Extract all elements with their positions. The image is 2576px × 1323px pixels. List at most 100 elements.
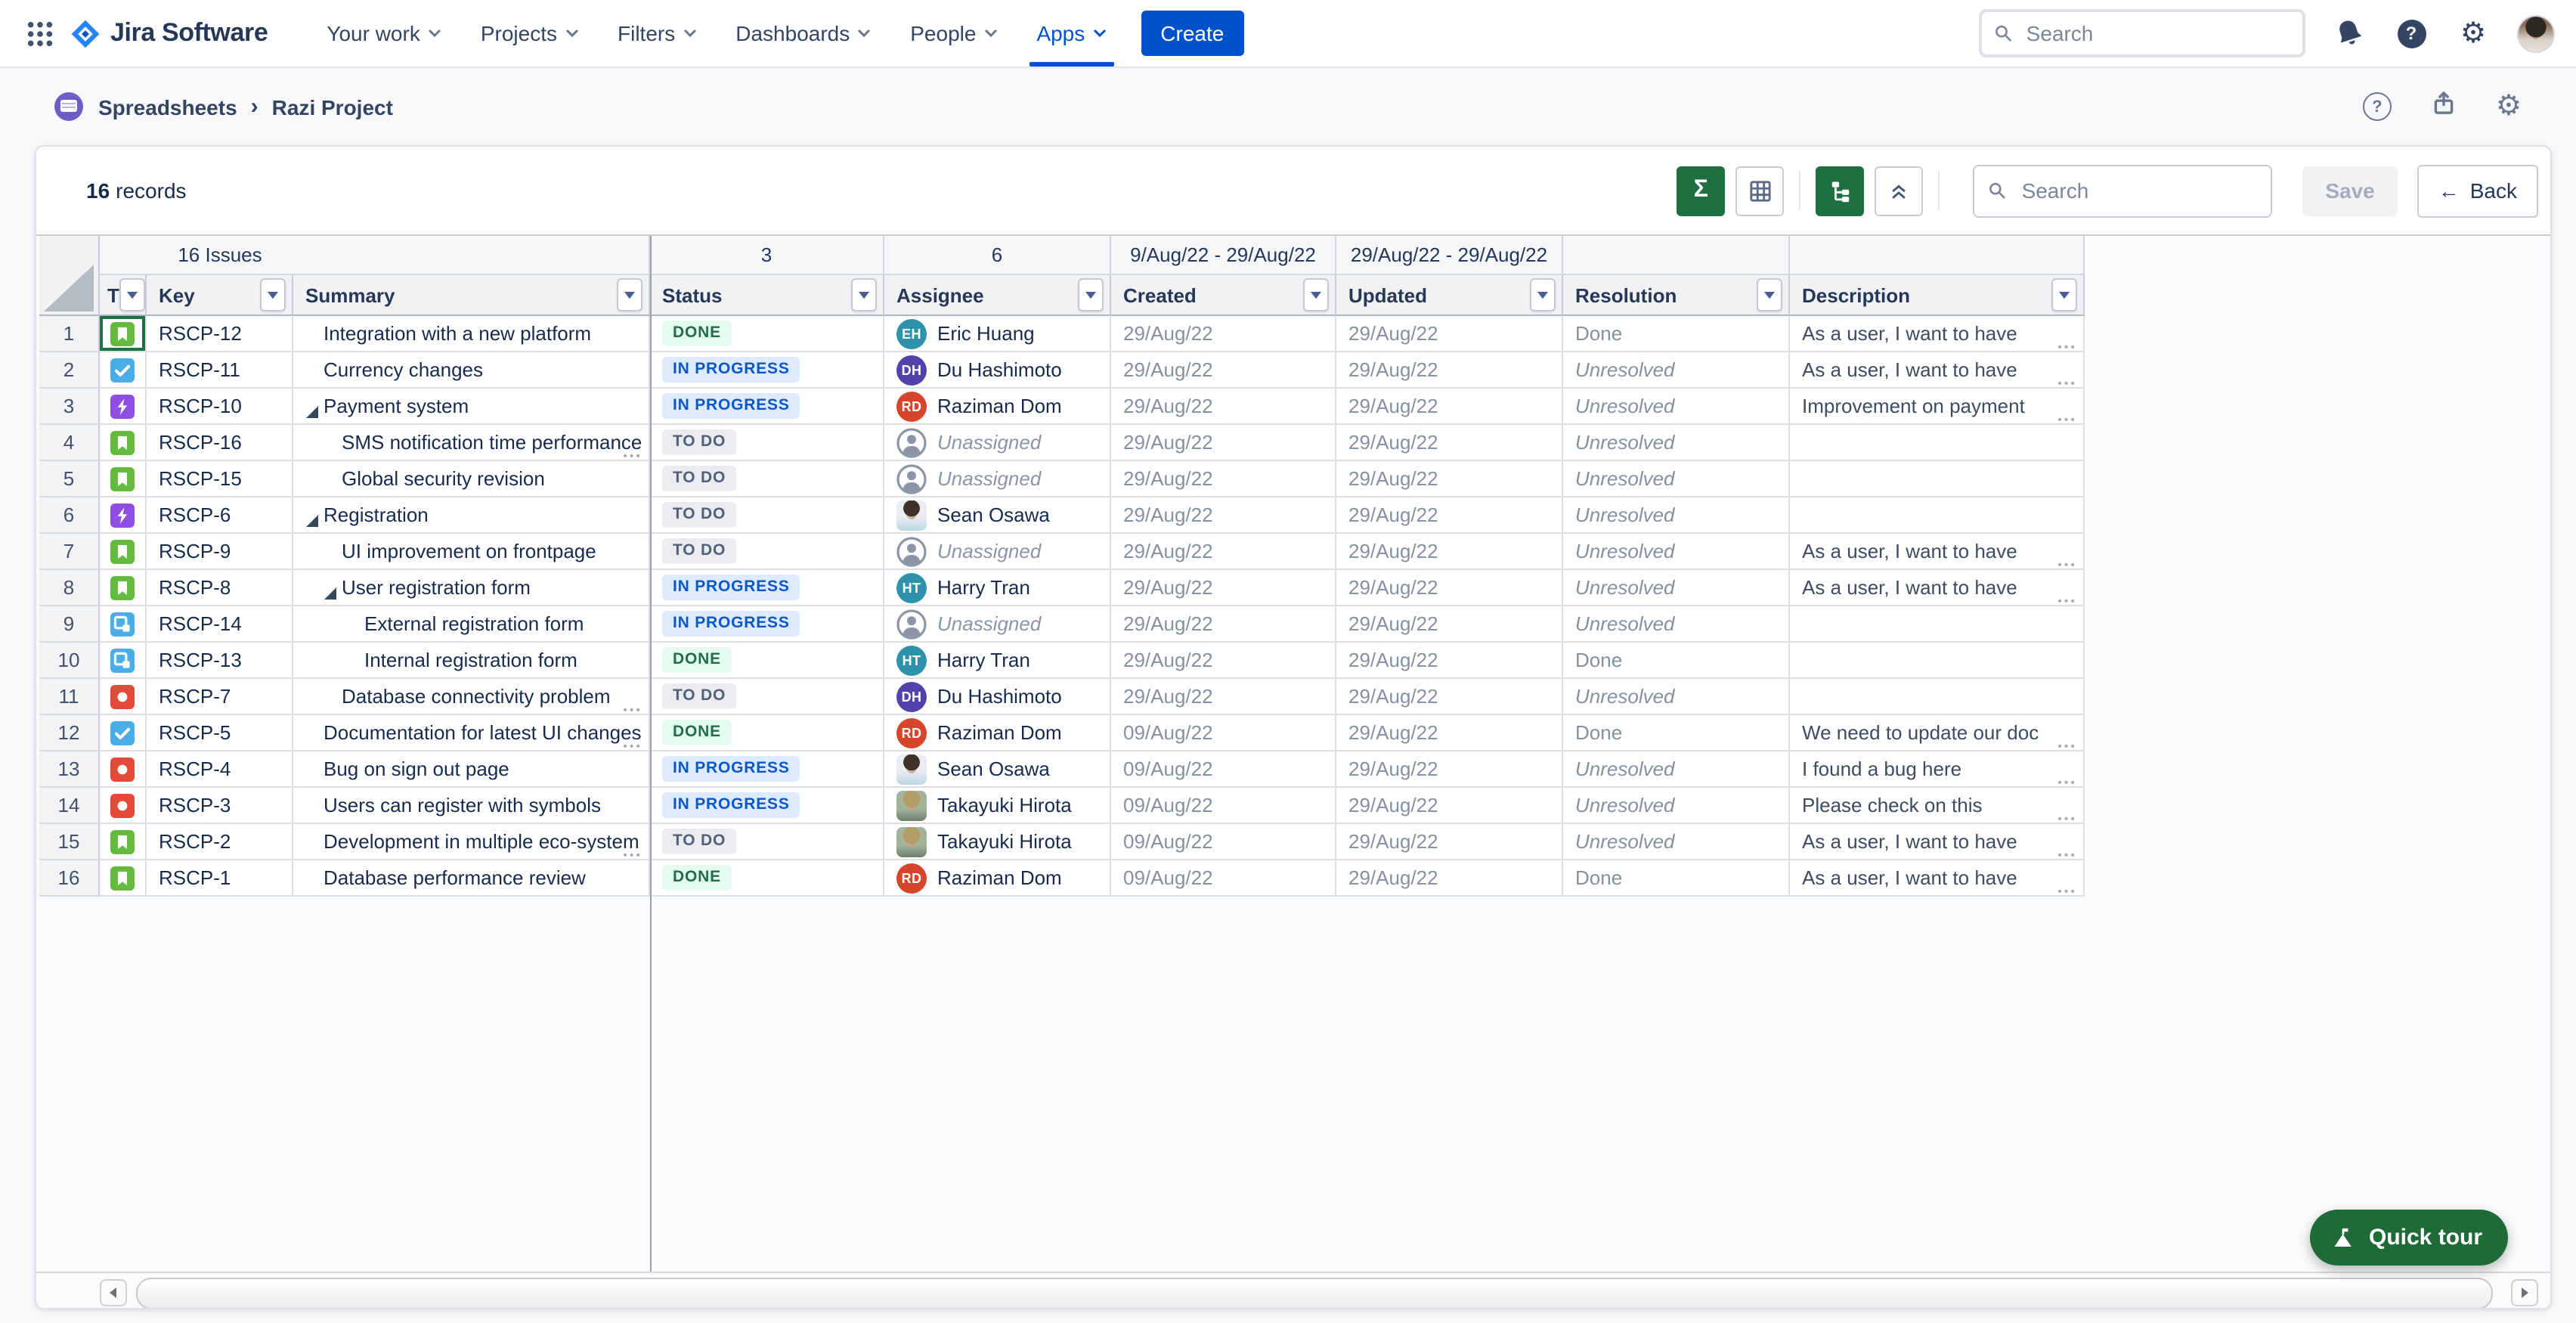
cell-status[interactable]: DONE (650, 715, 884, 751)
cell-description[interactable] (1790, 425, 2085, 461)
cell-created[interactable]: 29/Aug/22 (1111, 534, 1336, 570)
cell-type[interactable] (100, 534, 147, 570)
cell-status[interactable]: TO DO (650, 534, 884, 570)
horizontal-scrollbar[interactable] (36, 1272, 2550, 1308)
cell-description[interactable] (1790, 606, 2085, 643)
filter-dropdown-button[interactable] (2051, 278, 2077, 311)
cell-summary[interactable]: External registration form (293, 606, 650, 643)
cell-resolution[interactable]: Unresolved (1563, 497, 1790, 534)
cell-description[interactable]: As a user, I want to have (1790, 824, 2085, 860)
cell-updated[interactable]: 29/Aug/22 (1336, 643, 1563, 679)
cell-resolution[interactable]: Unresolved (1563, 425, 1790, 461)
cell-assignee[interactable]: Unassigned (884, 461, 1111, 497)
filter-dropdown-button[interactable] (260, 278, 286, 311)
cell-summary[interactable]: Global security revision (293, 461, 650, 497)
cell-type[interactable] (100, 352, 147, 389)
cell-assignee[interactable]: HT Harry Tran (884, 570, 1111, 606)
cell-key[interactable]: RSCP-10 (147, 389, 293, 425)
scroll-right-button[interactable] (2511, 1279, 2538, 1306)
column-header-type[interactable]: T (100, 275, 147, 316)
cell-updated[interactable]: 29/Aug/22 (1336, 425, 1563, 461)
cell-summary[interactable]: Documentation for latest UI changes (293, 715, 650, 751)
row-number[interactable]: 10 (39, 643, 100, 679)
cell-type[interactable] (100, 570, 147, 606)
cell-type[interactable] (100, 425, 147, 461)
cell-resolution[interactable]: Done (1563, 643, 1790, 679)
cell-updated[interactable]: 29/Aug/22 (1336, 751, 1563, 788)
cell-updated[interactable]: 29/Aug/22 (1336, 497, 1563, 534)
page-help-icon[interactable]: ? (2362, 92, 2392, 121)
row-number[interactable]: 7 (39, 534, 100, 570)
quick-tour-button[interactable]: Quick tour (2310, 1210, 2509, 1266)
cell-summary[interactable]: User registration form (293, 570, 650, 606)
tree-structure-button[interactable] (1816, 166, 1865, 215)
cell-created[interactable]: 09/Aug/22 (1111, 860, 1336, 897)
row-number[interactable]: 8 (39, 570, 100, 606)
cell-resolution[interactable]: Unresolved (1563, 570, 1790, 606)
cell-assignee[interactable]: Unassigned (884, 606, 1111, 643)
sheet-settings-gear-icon[interactable]: ⚙ (2495, 90, 2522, 122)
cell-resolution[interactable]: Unresolved (1563, 389, 1790, 425)
cell-updated[interactable]: 29/Aug/22 (1336, 461, 1563, 497)
column-header-summary[interactable]: Summary (293, 275, 650, 316)
cell-created[interactable]: 09/Aug/22 (1111, 751, 1336, 788)
user-avatar[interactable] (2517, 14, 2555, 52)
cell-key[interactable]: RSCP-13 (147, 643, 293, 679)
cell-assignee[interactable]: DH Du Hashimoto (884, 679, 1111, 715)
cell-status[interactable]: TO DO (650, 425, 884, 461)
breadcrumb-project[interactable]: Razi Project (271, 94, 393, 119)
cell-status[interactable]: IN PROGRESS (650, 352, 884, 389)
row-number[interactable]: 14 (39, 788, 100, 824)
scrollbar-thumb[interactable] (136, 1278, 2493, 1308)
cell-key[interactable]: RSCP-9 (147, 534, 293, 570)
cell-resolution[interactable]: Unresolved (1563, 824, 1790, 860)
cell-summary[interactable]: Database connectivity problem (293, 679, 650, 715)
back-button[interactable]: ← Back (2417, 164, 2538, 217)
cell-summary[interactable]: Internal registration form (293, 643, 650, 679)
cell-assignee[interactable]: DH Du Hashimoto (884, 352, 1111, 389)
cell-resolution[interactable]: Unresolved (1563, 679, 1790, 715)
cell-assignee[interactable]: Sean Osawa (884, 751, 1111, 788)
row-number[interactable]: 5 (39, 461, 100, 497)
nav-menu-projects[interactable]: Projects (461, 0, 598, 67)
scroll-left-button[interactable] (100, 1279, 127, 1306)
cell-key[interactable]: RSCP-7 (147, 679, 293, 715)
grid-view-button[interactable] (1735, 166, 1785, 215)
cell-status[interactable]: TO DO (650, 679, 884, 715)
row-number[interactable]: 3 (39, 389, 100, 425)
nav-menu-dashboards[interactable]: Dashboards (716, 0, 890, 67)
app-switcher-icon[interactable] (18, 12, 60, 54)
cell-updated[interactable]: 29/Aug/22 (1336, 606, 1563, 643)
cell-type[interactable] (100, 751, 147, 788)
cell-description[interactable]: We need to update our doc (1790, 715, 2085, 751)
cell-assignee[interactable]: Unassigned (884, 534, 1111, 570)
cell-status[interactable]: TO DO (650, 461, 884, 497)
row-number[interactable]: 12 (39, 715, 100, 751)
cell-status[interactable]: DONE (650, 643, 884, 679)
cell-resolution[interactable]: Unresolved (1563, 461, 1790, 497)
cell-created[interactable]: 29/Aug/22 (1111, 352, 1336, 389)
notifications-bell-icon[interactable] (2331, 15, 2367, 51)
cell-description[interactable]: As a user, I want to have (1790, 352, 2085, 389)
cell-key[interactable]: RSCP-5 (147, 715, 293, 751)
cell-type[interactable] (100, 497, 147, 534)
column-header-assignee[interactable]: Assignee (884, 275, 1111, 316)
cell-key[interactable]: RSCP-4 (147, 751, 293, 788)
cell-updated[interactable]: 29/Aug/22 (1336, 824, 1563, 860)
cell-type[interactable] (100, 461, 147, 497)
cell-description[interactable] (1790, 643, 2085, 679)
cell-created[interactable]: 29/Aug/22 (1111, 606, 1336, 643)
cell-created[interactable]: 09/Aug/22 (1111, 824, 1336, 860)
cell-summary[interactable]: Development in multiple eco-system (293, 824, 650, 860)
sheet-search[interactable] (1973, 164, 2273, 217)
cell-resolution[interactable]: Done (1563, 860, 1790, 897)
row-number[interactable]: 4 (39, 425, 100, 461)
row-number[interactable]: 16 (39, 860, 100, 897)
select-all-corner[interactable] (39, 236, 100, 316)
cell-created[interactable]: 29/Aug/22 (1111, 316, 1336, 352)
collapse-all-button[interactable] (1875, 166, 1924, 215)
cell-key[interactable]: RSCP-3 (147, 788, 293, 824)
cell-created[interactable]: 09/Aug/22 (1111, 788, 1336, 824)
cell-assignee[interactable]: Takayuki Hirota (884, 824, 1111, 860)
cell-status[interactable]: IN PROGRESS (650, 570, 884, 606)
